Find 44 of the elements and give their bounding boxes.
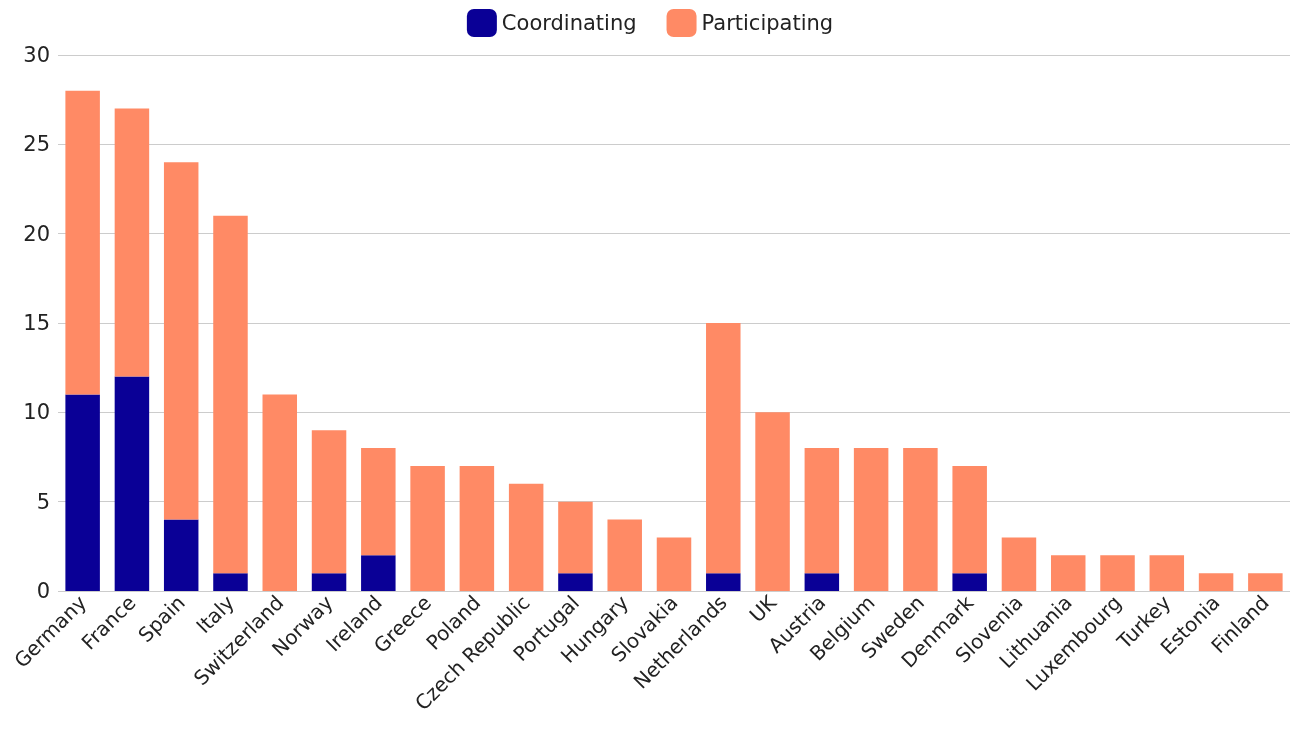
bar [755, 412, 790, 591]
y-tick-label: 0 [36, 579, 50, 603]
bar [213, 215, 248, 574]
bar [558, 501, 593, 574]
bar [706, 323, 741, 574]
bar [607, 519, 642, 591]
y-tick-label: 30 [23, 43, 50, 67]
bar [361, 555, 396, 591]
bar [410, 465, 445, 591]
bar [1248, 573, 1283, 591]
bar [65, 394, 100, 591]
bar [804, 448, 840, 574]
bar [952, 573, 987, 591]
bar [114, 108, 150, 377]
bar [706, 573, 741, 591]
y-tick-label: 5 [36, 489, 50, 514]
bar [1001, 537, 1037, 591]
bar [459, 465, 495, 591]
bar [1100, 555, 1135, 591]
legend-label: Coordinating [501, 11, 637, 35]
bar [163, 519, 199, 591]
bar [508, 483, 544, 591]
bar [262, 394, 298, 591]
y-tick-label: 25 [23, 132, 50, 157]
legend-label: Participating [701, 11, 834, 35]
bar [558, 573, 593, 591]
bar [213, 573, 248, 591]
y-tick-label: 10 [23, 400, 50, 425]
bar [952, 465, 987, 574]
bar [361, 448, 396, 556]
bar [65, 90, 100, 395]
bar [114, 376, 150, 591]
bar [656, 537, 692, 591]
y-tick-label: 20 [23, 221, 50, 246]
y-tick-label: 15 [23, 311, 50, 335]
bar [163, 162, 199, 520]
bar [1149, 555, 1185, 591]
bar [1198, 573, 1234, 591]
bar [903, 448, 938, 591]
bar [311, 573, 347, 591]
bar [804, 573, 840, 591]
bar [311, 430, 347, 574]
bar [853, 448, 889, 591]
bar [1050, 555, 1086, 591]
